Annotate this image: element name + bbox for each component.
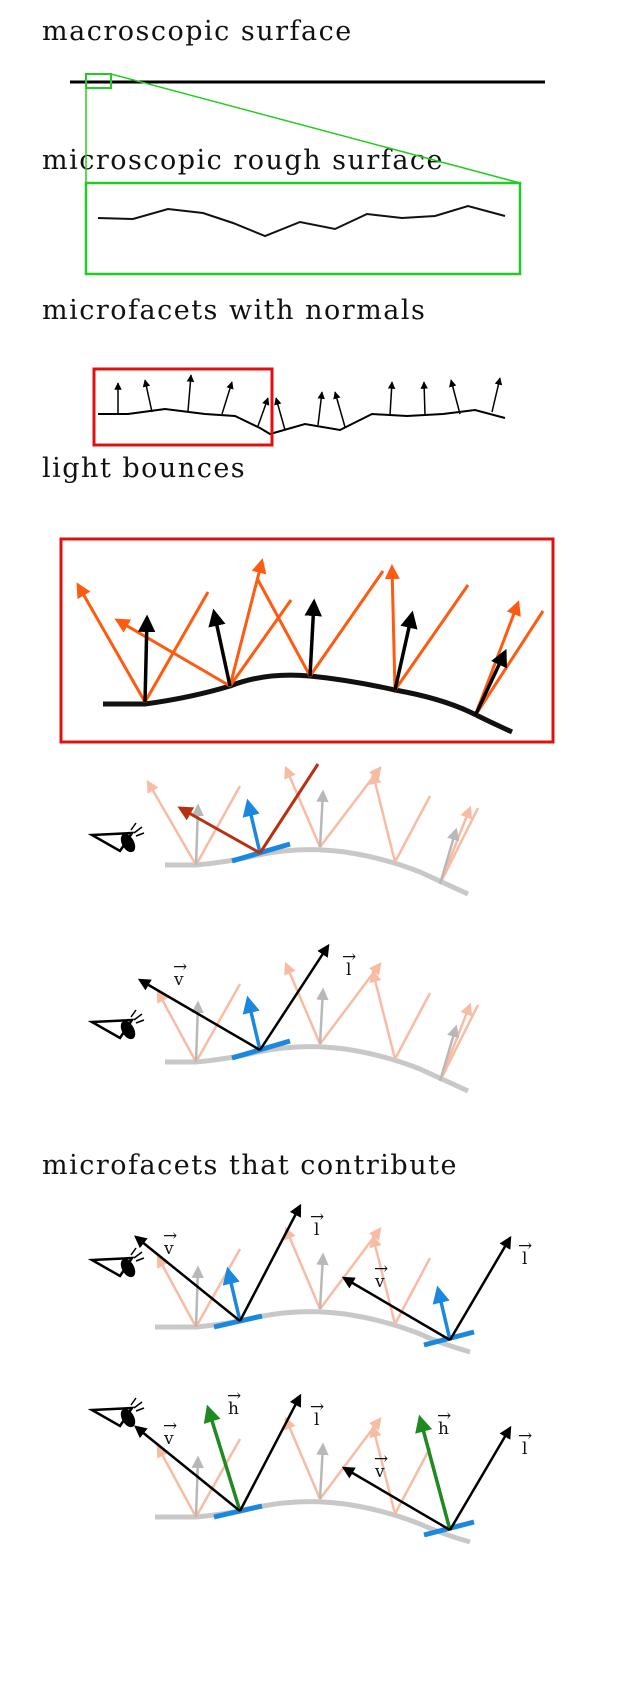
view-vector-label-1: v bbox=[163, 1429, 174, 1449]
faded-normals bbox=[191, 1252, 329, 1328]
view-vector-arrow-1 bbox=[134, 1235, 241, 1322]
view-vector-label-1: v bbox=[163, 1239, 174, 1259]
view-vector-label-2: v bbox=[374, 1462, 385, 1482]
active-facet-2-normal bbox=[432, 1285, 452, 1341]
light-vector-arrowhead-2: → bbox=[518, 1236, 532, 1256]
active-facet-normal bbox=[242, 995, 262, 1051]
view-vector-label-2: v bbox=[374, 1272, 385, 1292]
faded-normals bbox=[191, 789, 460, 885]
half-vector-arrow-1 bbox=[203, 1404, 242, 1512]
active-facet-1-normal bbox=[222, 1266, 242, 1322]
zoom-connector-right bbox=[110, 73, 521, 184]
faded-rays bbox=[156, 1416, 432, 1518]
eye-icon bbox=[87, 1247, 145, 1278]
view-vector-arrow-2 bbox=[341, 1466, 451, 1532]
zoom-target-box bbox=[84, 181, 522, 276]
view-light-diagram: v → l → bbox=[87, 943, 480, 1094]
light-vector-arrowhead-2: → bbox=[518, 1426, 532, 1446]
view-vector-label: v bbox=[173, 970, 184, 990]
heading-light-bounces: light bounces bbox=[42, 453, 247, 484]
highlight-box-large bbox=[59, 537, 555, 744]
view-vector-arrowhead-1: → bbox=[163, 1416, 177, 1436]
view-vector-arrow bbox=[137, 978, 261, 1052]
light-vector-arrowhead-1: → bbox=[310, 1397, 324, 1417]
faded-rays bbox=[156, 1226, 432, 1328]
incoming-light-ray bbox=[258, 763, 320, 854]
light-vector-arrow-2 bbox=[448, 1235, 512, 1341]
light-vector-label-2: l bbox=[522, 1439, 527, 1459]
light-vector-label-2: l bbox=[522, 1249, 527, 1269]
half-vector-diagram: h → v → l → h → v → l → bbox=[87, 1386, 532, 1545]
faded-rays bbox=[146, 765, 480, 885]
bounce-surface bbox=[103, 672, 514, 735]
heading-microfacets-with-normals: microfacets with normals bbox=[42, 295, 427, 326]
contributing-facets-diagram: v → l → v → l → bbox=[87, 1203, 532, 1355]
microfacet-normal-arrows bbox=[114, 374, 503, 431]
light-vector-arrow bbox=[258, 943, 330, 1051]
half-vector-arrowhead-2: → bbox=[437, 1406, 451, 1426]
heading-microscopic-rough-surface: microscopic rough surface bbox=[42, 145, 445, 176]
faded-surface bbox=[165, 1044, 470, 1094]
eye-icon bbox=[87, 1009, 145, 1040]
microfacet-surface bbox=[98, 407, 506, 436]
highlight-box-small bbox=[92, 367, 274, 447]
faded-surface bbox=[165, 847, 470, 897]
normal-arrows bbox=[137, 598, 507, 717]
microscopic-rough-line bbox=[97, 204, 506, 238]
microfacet-normals-diagram bbox=[92, 367, 506, 447]
active-facet-normal bbox=[242, 798, 262, 854]
eye-icon bbox=[87, 1397, 145, 1428]
active-facet-1 bbox=[213, 1503, 263, 1520]
zoom-source-box bbox=[85, 73, 112, 89]
half-vector-label-2: h bbox=[438, 1419, 449, 1439]
eye-reflection-diagram bbox=[87, 763, 480, 897]
light-vector-arrow-2 bbox=[448, 1425, 512, 1531]
view-vector-arrowhead: → bbox=[173, 957, 187, 977]
light-vector-arrowhead: → bbox=[342, 947, 356, 967]
active-facet-1 bbox=[213, 1313, 263, 1330]
light-vector-arrow-1 bbox=[238, 1393, 302, 1512]
view-vector-arrow-1 bbox=[134, 1425, 241, 1512]
view-vector-arrow-2 bbox=[341, 1276, 451, 1342]
reflected-ray-to-eye bbox=[177, 806, 261, 855]
half-vector-arrow-2 bbox=[415, 1414, 452, 1531]
macro-micro-diagram bbox=[70, 73, 545, 276]
light-bounces-diagram bbox=[59, 537, 555, 744]
half-vector-label-1: h bbox=[228, 1399, 239, 1419]
view-vector-arrowhead-1: → bbox=[163, 1226, 177, 1246]
heading-macroscopic-surface: macroscopic surface bbox=[42, 16, 353, 47]
light-vector-label-1: l bbox=[314, 1220, 319, 1240]
light-vector-label-1: l bbox=[314, 1410, 319, 1430]
light-vector-arrow-1 bbox=[238, 1203, 302, 1322]
view-vector-arrowhead-2: → bbox=[374, 1259, 388, 1279]
light-vector-arrowhead-1: → bbox=[310, 1207, 324, 1227]
heading-microfacets-that-contribute: microfacets that contribute bbox=[42, 1150, 458, 1181]
faded-normals bbox=[191, 1442, 329, 1518]
eye-icon bbox=[87, 822, 145, 853]
half-vector-arrowhead-1: → bbox=[227, 1386, 241, 1406]
reflected-rays bbox=[76, 558, 545, 717]
view-vector-arrowhead-2: → bbox=[374, 1449, 388, 1469]
light-vector-label: l bbox=[346, 960, 351, 980]
